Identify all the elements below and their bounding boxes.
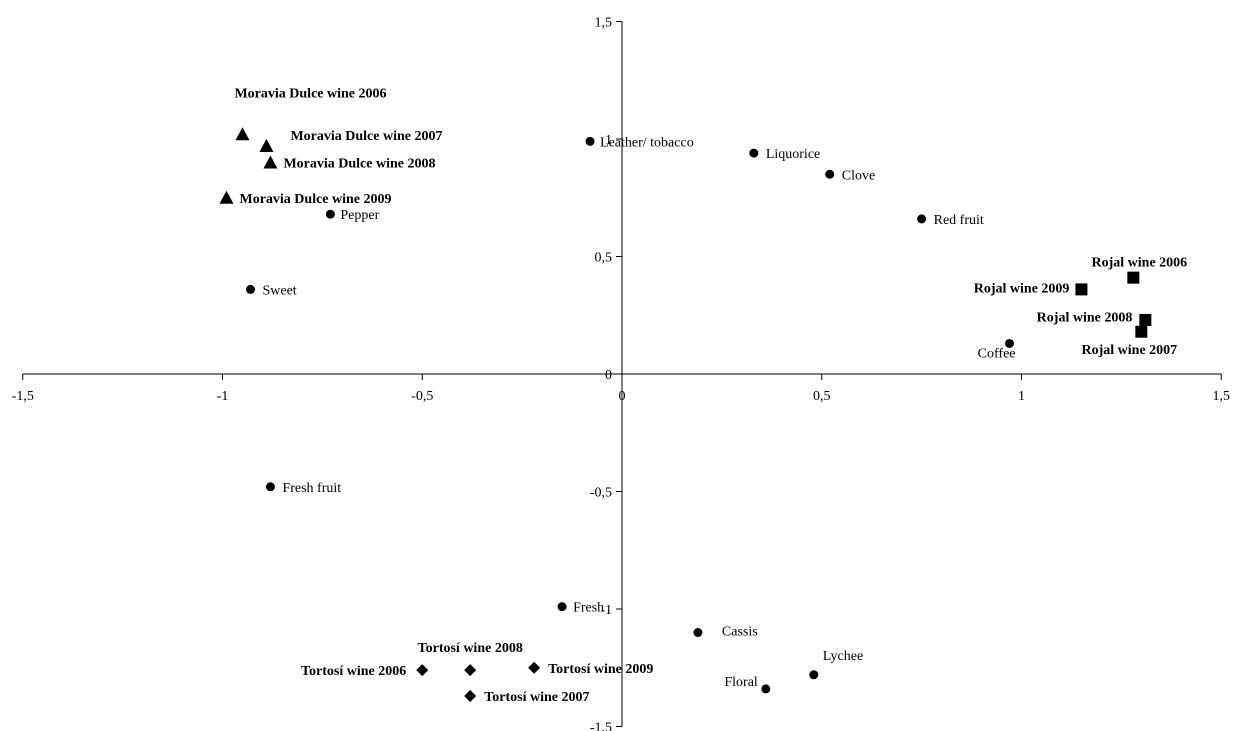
y-tick-label: 0 bbox=[605, 368, 612, 383]
moravia-dulce-point bbox=[263, 155, 278, 169]
tortosi-point bbox=[528, 661, 541, 674]
wine-label: Moravia Dulce wine 2006 bbox=[234, 86, 386, 101]
attribute-label: Leather/ tobacco bbox=[600, 135, 694, 150]
attribute-label: Red fruit bbox=[934, 213, 984, 228]
x-axis-ticks: -1,5 -1 -0,5 0 0,5 1 1,5 bbox=[12, 374, 1230, 404]
x-tick-label: -1,5 bbox=[12, 389, 34, 404]
attribute-point bbox=[557, 602, 567, 612]
attribute-point bbox=[761, 684, 771, 694]
attribute-point bbox=[917, 214, 927, 224]
x-tick-label: -0,5 bbox=[411, 389, 433, 404]
tortosi-point bbox=[464, 689, 477, 702]
wine-label: Tortosí wine 2009 bbox=[548, 662, 653, 677]
attribute-label: Pepper bbox=[340, 208, 379, 223]
tortosi-point bbox=[416, 664, 429, 677]
moravia-dulce-point bbox=[259, 139, 274, 153]
point-labels: Leather/ tobacco Liquorice Clove Red fruit P… bbox=[234, 86, 1187, 705]
x-tick-label: 0 bbox=[619, 389, 626, 404]
attribute-point bbox=[749, 148, 759, 158]
attribute-label: Floral bbox=[724, 675, 758, 690]
attribute-point bbox=[693, 628, 703, 637]
attribute-label: Clove bbox=[842, 168, 875, 183]
wine-label: Rojal wine 2009 bbox=[974, 281, 1070, 296]
y-axis-ticks: 1,5 1 0,5 0 -0,5 -1 -1,5 bbox=[590, 16, 622, 731]
attribute-point bbox=[809, 670, 819, 680]
wine-label: Moravia Dulce wine 2008 bbox=[283, 157, 435, 172]
y-tick-label: -1 bbox=[600, 603, 612, 618]
wine-label: Rojal wine 2008 bbox=[1037, 311, 1133, 326]
wine-label: Tortosí wine 2006 bbox=[301, 664, 406, 679]
rojal-point bbox=[1127, 271, 1140, 284]
attribute-point bbox=[245, 284, 255, 294]
wine-label: Tortosí wine 2007 bbox=[484, 690, 589, 705]
wine-label: Rojal wine 2006 bbox=[1092, 256, 1188, 271]
attribute-point bbox=[1005, 338, 1015, 348]
y-tick-label: -0,5 bbox=[590, 486, 612, 501]
attribute-label: Sweet bbox=[262, 283, 296, 298]
y-tick-label: -1,5 bbox=[590, 721, 612, 731]
attribute-label: Lychee bbox=[823, 649, 863, 664]
x-tick-label: 1 bbox=[1018, 389, 1025, 404]
x-tick-label: -1 bbox=[217, 389, 229, 404]
wine-label: Moravia Dulce wine 2007 bbox=[290, 129, 442, 144]
attribute-label: Coffee bbox=[978, 346, 1016, 361]
data-points bbox=[219, 127, 1152, 702]
moravia-dulce-point bbox=[219, 190, 234, 204]
rojal-point bbox=[1139, 313, 1152, 326]
wine-label: Tortosí wine 2008 bbox=[418, 641, 523, 656]
moravia-dulce-point bbox=[235, 127, 250, 141]
attribute-label: Fresh bbox=[573, 601, 604, 616]
y-tick-label: 0,5 bbox=[595, 251, 613, 266]
rojal-point bbox=[1135, 325, 1148, 338]
attribute-point bbox=[325, 209, 335, 219]
attribute-point bbox=[585, 136, 595, 146]
attribute-label: Liquorice bbox=[766, 147, 820, 162]
rojal-point bbox=[1075, 283, 1088, 296]
attribute-point bbox=[265, 482, 275, 492]
y-tick-label: 1,5 bbox=[595, 16, 613, 31]
x-tick-label: 0,5 bbox=[813, 389, 831, 404]
wine-label: Moravia Dulce wine 2009 bbox=[239, 192, 391, 207]
attribute-point bbox=[825, 169, 835, 179]
attribute-label: Cassis bbox=[722, 625, 758, 640]
y-tick-label: 1 bbox=[605, 133, 612, 148]
tortosi-point bbox=[464, 664, 477, 677]
x-tick-label: 1,5 bbox=[1213, 389, 1231, 404]
wine-label: Rojal wine 2007 bbox=[1082, 343, 1178, 358]
attribute-label: Fresh fruit bbox=[282, 481, 341, 496]
